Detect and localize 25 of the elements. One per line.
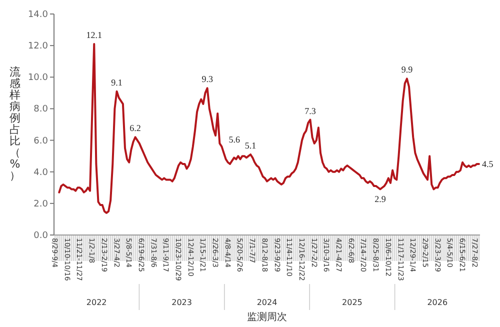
text: 2024 [256, 298, 278, 307]
data-label: 7.3 [304, 106, 316, 116]
data-label: 2.9 [374, 194, 386, 204]
y-tick-label: 8.0 [34, 104, 48, 115]
text: 2022 [86, 298, 107, 307]
text: 2025 [342, 298, 362, 307]
y-tick-label: 14.0 [28, 10, 48, 20]
data-label: 9.9 [401, 64, 414, 75]
y-tick-label: 2.0 [34, 199, 48, 210]
data-label: 9.3 [202, 74, 214, 84]
data-label: 12.1 [86, 30, 102, 40]
y-tick-label: 10.0 [28, 73, 48, 84]
y-tick-label: 4.0 [34, 168, 48, 178]
data-label: 6.2 [130, 123, 141, 134]
text: 2026 [427, 298, 448, 307]
x-axis-title: 监测周次 [247, 311, 287, 323]
data-label: 5.1 [244, 140, 256, 150]
data-label: 4.5 [482, 158, 494, 169]
y-tick-label: 6.0 [34, 136, 48, 146]
text: 流感样病例占比（%） [10, 66, 20, 182]
data-label: 9.1 [111, 77, 122, 88]
y-tick-label: 12.0 [28, 42, 48, 52]
data-label: 5.6 [228, 134, 240, 145]
y-tick-label: 0.0 [34, 231, 48, 241]
text: 2023 [172, 298, 192, 307]
